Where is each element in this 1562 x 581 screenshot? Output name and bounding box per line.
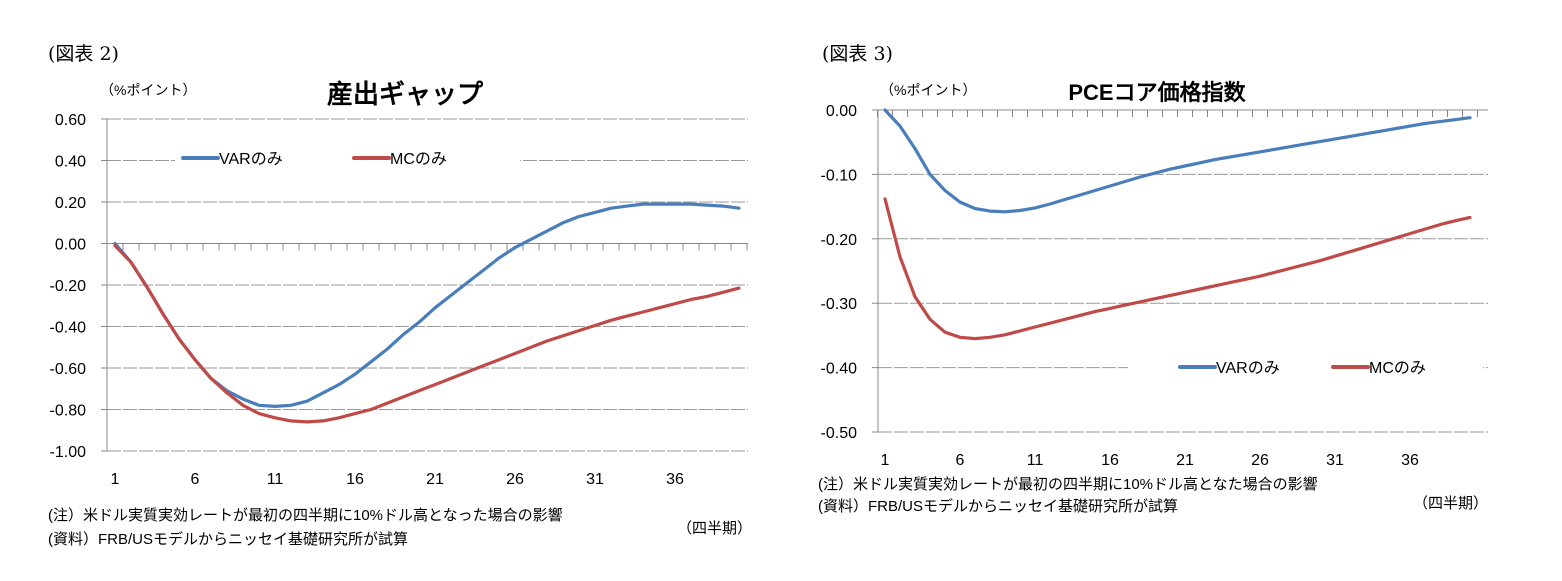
legend-label: MCのみ (1369, 360, 1426, 377)
x-axis-unit-label: （四半期） (677, 520, 752, 537)
x-tick-label: 6 (956, 452, 965, 469)
chart-1: (図表 2) 産出ギャップ （%ポイント） 0.60 0.40 0.20 0.00 -0.20… (48, 43, 752, 548)
y-tick-label: -1.00 (50, 444, 87, 461)
chart-title: PCEコア価格指数 (1068, 80, 1246, 105)
x-tick-label: 36 (666, 471, 684, 488)
y-tick-label: -0.40 (821, 361, 858, 378)
y-tick-label: 0.40 (55, 154, 86, 171)
chart-2: (図表 3) PCEコア価格指数 （%ポイント） 0.00 -0.10 -0.20 -0.3… (818, 43, 1488, 515)
y-tick-label: 0.00 (826, 103, 857, 120)
series-line-mc (883, 197, 1472, 341)
x-tick-label: 1 (111, 471, 120, 488)
x-tick-label: 1 (881, 452, 890, 469)
y-tick-label: 0.00 (55, 237, 86, 254)
series-line-mc (113, 244, 741, 424)
legend-background (175, 147, 520, 169)
y-tick-label: -0.10 (821, 167, 858, 184)
x-tick-label: 36 (1401, 452, 1419, 469)
chart-source: (資料）FRB/USモデルからニッセイ基礎研究所が試算 (48, 530, 408, 548)
legend-label: MCのみ (390, 151, 447, 168)
legend-label: VARのみ (1216, 360, 1280, 377)
legend-label: VARのみ (219, 151, 283, 168)
chart-title: 産出ギャップ (327, 79, 484, 109)
y-tick-label: -0.30 (821, 296, 858, 313)
x-tick-label: 26 (506, 471, 524, 488)
legend-background (1128, 356, 1483, 378)
x-tick-label: 11 (1027, 452, 1044, 469)
chart-note: (注）米ドル実質実効レートが最初の四半期に10%ドル高となた場合の影響 (818, 475, 1318, 493)
y-tick-label: -0.50 (821, 425, 858, 442)
y-axis-unit-label: （%ポイント） (880, 82, 976, 98)
chart-note: (注）米ドル実質実効レートが最初の四半期に10%ドル高となった場合の影響 (48, 506, 563, 524)
y-tick-label: -0.20 (821, 232, 858, 249)
chart-source: (資料）FRB/USモデルからニッセイ基礎研究所が試算 (818, 497, 1178, 515)
x-tick-label: 16 (1101, 452, 1119, 469)
x-tick-label: 16 (346, 471, 364, 488)
y-tick-label: -0.40 (50, 320, 87, 337)
y-tick-label: 0.60 (55, 112, 86, 129)
x-tick-label: 31 (586, 471, 604, 488)
y-tick-label: -0.20 (50, 278, 87, 295)
x-axis-unit-label: （四半期） (1413, 495, 1488, 512)
x-tick-label: 21 (426, 471, 444, 488)
x-tick-label: 6 (191, 471, 200, 488)
x-tick-label: 31 (1326, 452, 1344, 469)
x-tick-label: 11 (267, 471, 284, 488)
figure-label: (図表 2) (48, 43, 119, 65)
series-line-var (883, 108, 1472, 214)
y-tick-label: -0.60 (50, 361, 87, 378)
figure-label: (図表 3) (822, 43, 893, 65)
y-tick-label: 0.20 (55, 195, 86, 212)
x-tick-label: 21 (1176, 452, 1194, 469)
y-axis-unit-label: （%ポイント） (100, 82, 196, 98)
y-tick-label: -0.80 (50, 403, 87, 420)
x-tick-label: 26 (1251, 452, 1269, 469)
